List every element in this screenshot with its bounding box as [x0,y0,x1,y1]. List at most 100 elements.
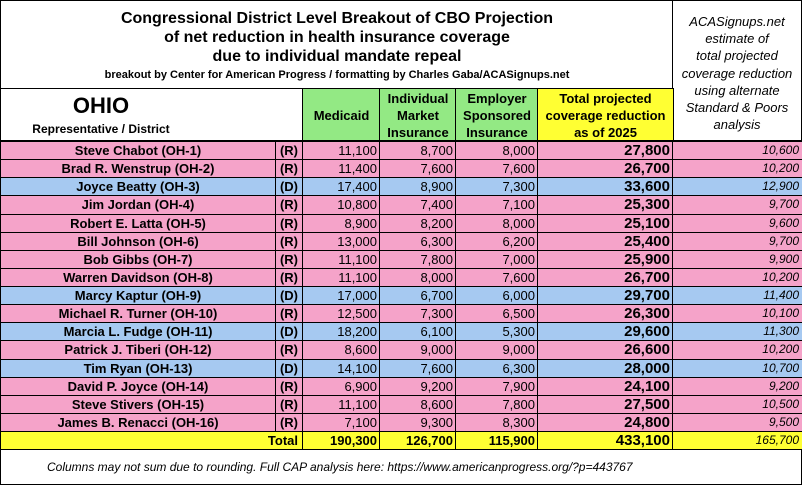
cell-value: 25,100 [624,214,670,232]
state-header: OHIO Representative / District [0,88,303,141]
party: (R) [279,197,299,213]
cell: 8,700 [379,141,457,161]
cell-value: 6,300 [502,360,535,376]
cell-value: 26,700 [624,268,670,286]
cell: 433,100 [537,431,674,450]
cell-value: 9,200 [768,378,799,393]
cell-value: 115,900 [488,433,535,448]
cell-value: 28,000 [624,359,670,377]
cell: 7,800 [379,249,457,269]
cell: 26,700 [537,159,674,179]
cell-value: 7,600 [502,161,535,177]
cell: 11,100 [302,267,381,287]
cell-value: 26,600 [624,341,670,359]
cell: 6,700 [379,286,457,306]
cell-value: 9,600 [768,215,799,230]
party: (R) [279,269,299,285]
cell: 9,900 [672,249,802,269]
district-name: James B. Renacci (OH-16) [0,412,276,432]
cell-value: 8,600 [420,396,453,412]
cell-value: 9,900 [768,251,799,266]
cell-value: 5,300 [502,324,535,340]
party: (R) [279,233,299,249]
district-name: Bob Gibbs (OH-7) [0,249,276,269]
party: (R) [279,414,299,430]
cell-value: 12,900 [762,179,799,194]
cell: 8,300 [455,412,539,432]
cell: 7,900 [455,376,539,396]
district-name: Bob Gibbs (OH-7) [83,251,193,267]
cell: 7,600 [379,358,457,378]
side-note-line: coverage reduction [681,65,793,81]
cell-value: 10,200 [762,269,799,284]
cell: 7,600 [455,159,539,179]
party: (D) [279,324,299,340]
party: (R) [275,304,303,324]
party: (D) [279,360,299,376]
cell: 10,700 [672,358,802,378]
cell-value: 12,500 [337,306,377,322]
side-note-line: Standard & Poors [685,100,789,115]
cell-value: 6,200 [502,233,535,249]
party: (R) [275,340,303,360]
cell: 7,400 [379,195,457,215]
party: (R) [275,249,303,269]
cell-value: 7,300 [420,306,453,322]
column-header-line: Market [397,108,439,123]
cell: 13,000 [302,231,381,251]
party: (R) [275,159,303,179]
cell: 28,000 [537,358,674,378]
cell-value: 18,200 [337,324,377,340]
party: (D) [279,288,299,303]
party: (R) [275,231,303,251]
column-header: Total projected coverage reduction as of 2… [537,88,674,141]
party: (D) [279,179,299,195]
cell: 25,900 [537,249,674,269]
cell: 25,300 [537,195,674,215]
column-header-line: Insurance [466,125,528,140]
cell-value: 7,800 [502,396,535,412]
column-header: Individual Market Insurance [379,88,457,141]
party: (R) [279,251,299,267]
cell-value: 11,400 [338,161,377,177]
party: (D) [275,286,303,306]
cell: 25,100 [537,213,674,233]
cell: 9,600 [672,213,802,233]
cell-value: 7,800 [420,251,453,267]
cell-value: 9,300 [420,414,453,430]
cell-value: 9,000 [502,342,535,358]
title-line: of net reduction in health insurance cov… [164,29,510,46]
cell-value: 9,500 [768,414,799,429]
cell: 26,700 [537,267,674,287]
cell: 26,600 [537,340,674,360]
cell-value: 7,100 [344,414,377,430]
cell: 9,700 [672,195,802,215]
party: (R) [275,412,303,432]
column-header-line: Medicaid [313,108,370,123]
cell: 9,300 [379,412,457,432]
cell: 11,300 [672,322,802,342]
state: OHIO [72,93,130,118]
title-box: Congressional District Level Breakout of… [0,0,673,89]
cell: 8,900 [302,213,381,233]
cell-value: 7,600 [502,269,535,285]
party: (R) [279,306,299,322]
district-name: James B. Renacci (OH-16) [57,414,219,430]
cell-value: 7,400 [420,197,453,213]
cell-value: 11,100 [338,396,377,412]
cell-value: 10,200 [762,161,799,176]
cell-value: 8,000 [502,143,535,158]
party: (R) [275,141,303,161]
party: (R) [279,378,299,394]
cell-value: 7,300 [502,179,535,195]
side-note-line: total projected [696,48,778,64]
cell: 6,300 [379,231,457,251]
district-name: Jim Jordan (OH-4) [81,197,195,213]
cell: 6,900 [302,376,381,396]
cell-value: 8,300 [502,414,535,430]
district-name: Bill Johnson (OH-6) [0,231,276,251]
cell-value: 8,200 [420,215,453,231]
column-header: Employer Sponsored Insurance [455,88,539,141]
cell-value: 11,100 [338,269,377,285]
cell: 7,100 [455,195,539,215]
